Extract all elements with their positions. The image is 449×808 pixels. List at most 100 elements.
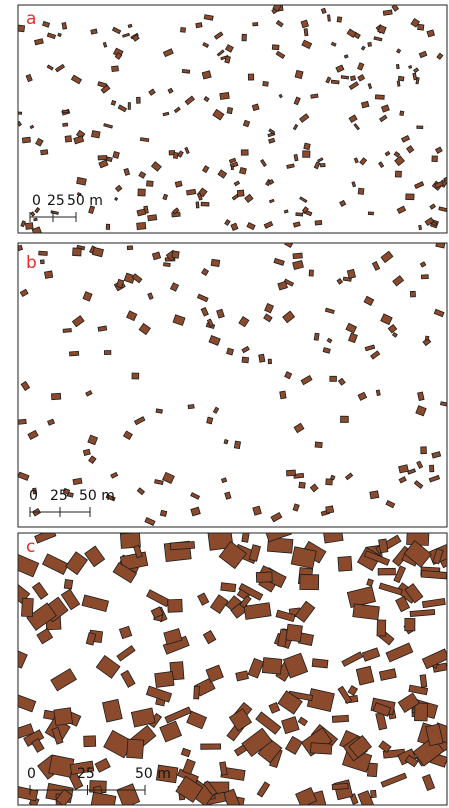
building (224, 440, 228, 444)
building (361, 101, 369, 108)
building (140, 138, 148, 142)
building (91, 131, 100, 138)
building (138, 189, 145, 196)
building (315, 442, 322, 448)
building (379, 539, 388, 553)
building (147, 181, 154, 187)
building (240, 168, 247, 175)
building (425, 336, 429, 340)
building (106, 224, 110, 229)
building (83, 449, 90, 455)
building (170, 542, 194, 550)
building (241, 150, 248, 155)
building (256, 572, 272, 582)
building (172, 251, 179, 258)
building (279, 94, 282, 97)
building (378, 568, 395, 575)
building (58, 33, 62, 36)
building (104, 350, 110, 354)
building (410, 291, 415, 297)
building (98, 156, 107, 160)
building (376, 390, 380, 396)
building (280, 391, 286, 399)
building (201, 744, 221, 749)
building (175, 181, 182, 187)
building (73, 248, 82, 256)
building (396, 64, 399, 68)
building (330, 376, 337, 381)
building (156, 409, 162, 413)
building (128, 24, 132, 27)
building (350, 76, 355, 81)
building (62, 23, 67, 30)
building (418, 392, 424, 401)
scale-label: 25 (77, 766, 95, 782)
building (181, 28, 186, 33)
building (303, 151, 310, 158)
building (21, 598, 33, 617)
building (421, 570, 447, 578)
building (227, 348, 234, 355)
building (421, 275, 428, 279)
figure: a02550 mb02550 mc02550 m (0, 0, 449, 808)
building (34, 218, 37, 221)
building (127, 739, 144, 758)
building (98, 326, 107, 331)
building (188, 405, 194, 409)
building (347, 269, 355, 278)
building (286, 470, 295, 476)
building (64, 579, 73, 589)
building (163, 263, 170, 267)
building (112, 66, 119, 72)
building (272, 45, 279, 50)
panel-label: c (26, 537, 35, 557)
building (300, 575, 319, 590)
building (295, 70, 303, 78)
building (62, 110, 68, 113)
building (262, 658, 282, 675)
building (304, 143, 310, 150)
building (186, 189, 195, 195)
building (211, 259, 220, 266)
building (77, 177, 87, 185)
building (196, 23, 202, 28)
building (399, 465, 409, 473)
panel-label: b (26, 253, 37, 273)
building (368, 212, 373, 215)
building (311, 94, 318, 98)
building (420, 675, 427, 688)
building (332, 715, 348, 722)
building (268, 359, 271, 364)
building (311, 743, 332, 754)
building (111, 101, 115, 106)
building (194, 686, 200, 699)
building (63, 123, 68, 126)
building (73, 478, 82, 485)
building (427, 30, 434, 37)
building (419, 225, 422, 229)
building (314, 333, 319, 340)
building (106, 157, 112, 162)
building (259, 354, 265, 362)
building (65, 136, 71, 142)
building (432, 156, 438, 162)
building (338, 556, 352, 571)
building (202, 71, 211, 79)
panel-label: a (26, 9, 36, 29)
building (414, 703, 427, 721)
building (326, 506, 334, 513)
building (294, 155, 298, 161)
building (353, 604, 380, 620)
building (248, 74, 253, 80)
building (25, 223, 33, 230)
building (221, 478, 226, 483)
building (115, 197, 118, 200)
map-panel (9, 525, 449, 808)
building (341, 76, 348, 79)
building (377, 620, 386, 636)
building (315, 220, 322, 225)
building (326, 479, 333, 485)
building (301, 20, 308, 28)
building (220, 92, 229, 99)
building (242, 34, 246, 41)
